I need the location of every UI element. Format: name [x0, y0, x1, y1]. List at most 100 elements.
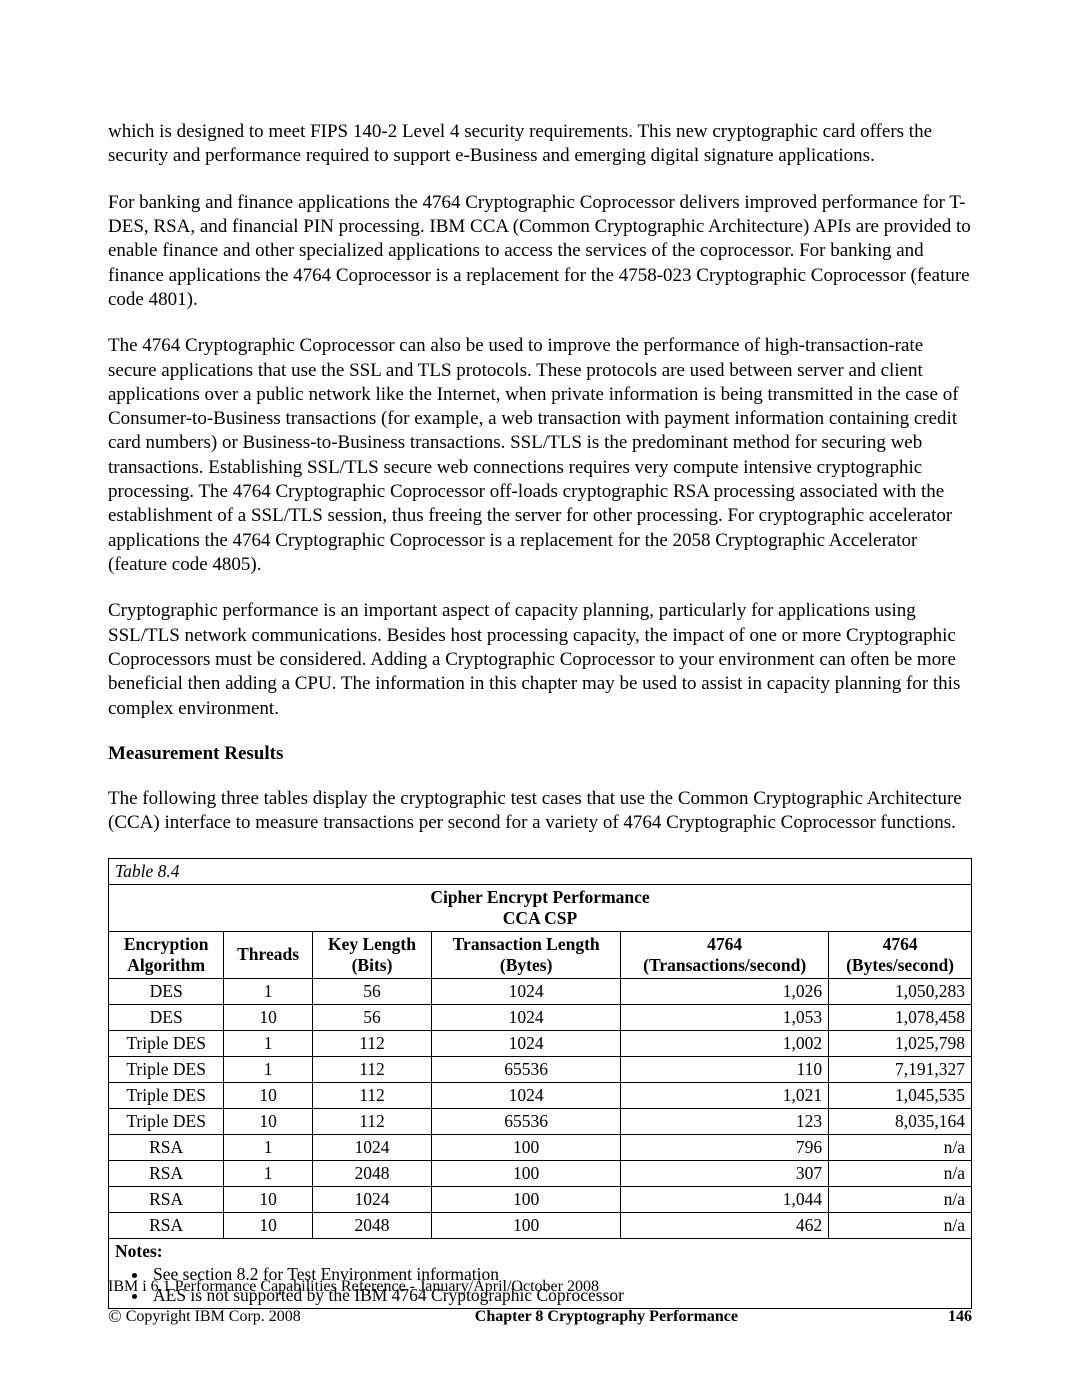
table-caption: Table 8.4 — [109, 858, 972, 884]
paragraph: The 4764 Cryptographic Coprocessor can a… — [108, 334, 972, 577]
notes-label: Notes: — [115, 1241, 163, 1261]
cell-keylen: 1024 — [312, 1134, 431, 1160]
cell-txlen: 65536 — [432, 1108, 621, 1134]
table-row: DES 1 56 1024 1,026 1,050,283 — [109, 978, 972, 1004]
cell-algorithm: Triple DES — [109, 1108, 224, 1134]
col-header-keylength: Key Length (Bits) — [312, 931, 431, 978]
col-header-algorithm: Encryption Algorithm — [109, 931, 224, 978]
cell-txlen: 65536 — [432, 1056, 621, 1082]
copyright-icon: © — [108, 1306, 122, 1326]
col-header-text: (Bytes/second) — [846, 955, 954, 975]
cell-algorithm: DES — [109, 978, 224, 1004]
col-header-text: (Bytes) — [500, 955, 552, 975]
cell-bps: n/a — [829, 1212, 972, 1238]
page-footer: IBM i 6.1 Performance Capabilities Refer… — [108, 1278, 972, 1327]
cell-bps: 1,025,798 — [829, 1030, 972, 1056]
cell-tps: 462 — [621, 1212, 829, 1238]
cell-txlen: 1024 — [432, 1030, 621, 1056]
col-header-tps: 4764 (Transactions/second) — [621, 931, 829, 978]
footer-page-number: 146 — [912, 1308, 972, 1326]
cell-algorithm: RSA — [109, 1160, 224, 1186]
cell-threads: 10 — [224, 1082, 313, 1108]
cell-algorithm: Triple DES — [109, 1030, 224, 1056]
cell-threads: 10 — [224, 1004, 313, 1030]
cell-txlen: 100 — [432, 1134, 621, 1160]
col-header-text: (Bits) — [352, 955, 393, 975]
cell-keylen: 112 — [312, 1108, 431, 1134]
cell-bps: 1,078,458 — [829, 1004, 972, 1030]
paragraph: For banking and finance applications the… — [108, 191, 972, 313]
table-row: RSA 1 2048 100 307 n/a — [109, 1160, 972, 1186]
cell-keylen: 2048 — [312, 1160, 431, 1186]
cell-tps: 1,002 — [621, 1030, 829, 1056]
table-row: RSA 10 2048 100 462 n/a — [109, 1212, 972, 1238]
cell-threads: 10 — [224, 1108, 313, 1134]
col-header-text: 4764 — [707, 934, 742, 954]
cell-bps: 7,191,327 — [829, 1056, 972, 1082]
cell-txlen: 100 — [432, 1186, 621, 1212]
col-header-text: (Transactions/second) — [643, 955, 806, 975]
cell-algorithm: Triple DES — [109, 1056, 224, 1082]
cell-algorithm: RSA — [109, 1134, 224, 1160]
col-header-text: Encryption — [124, 934, 209, 954]
table-title-line2: CCA CSP — [503, 908, 577, 928]
cell-tps: 1,026 — [621, 978, 829, 1004]
cell-txlen: 1024 — [432, 1082, 621, 1108]
cell-keylen: 1024 — [312, 1186, 431, 1212]
cell-tps: 123 — [621, 1108, 829, 1134]
table-row: Triple DES 1 112 1024 1,002 1,025,798 — [109, 1030, 972, 1056]
table-row: Triple DES 10 112 65536 123 8,035,164 — [109, 1108, 972, 1134]
footer-doc-title: IBM i 6.1 Performance Capabilities Refer… — [108, 1278, 972, 1296]
col-header-txlength: Transaction Length (Bytes) — [432, 931, 621, 978]
table-row: RSA 1 1024 100 796 n/a — [109, 1134, 972, 1160]
cell-algorithm: RSA — [109, 1212, 224, 1238]
cell-keylen: 56 — [312, 1004, 431, 1030]
cell-threads: 1 — [224, 978, 313, 1004]
col-header-threads: Threads — [224, 931, 313, 978]
cell-bps: n/a — [829, 1186, 972, 1212]
cell-tps: 110 — [621, 1056, 829, 1082]
cell-bps: 1,045,535 — [829, 1082, 972, 1108]
cell-algorithm: RSA — [109, 1186, 224, 1212]
paragraph: Cryptographic performance is an importan… — [108, 599, 972, 721]
document-page: which is designed to meet FIPS 140-2 Lev… — [0, 0, 1080, 1397]
paragraph: The following three tables display the c… — [108, 787, 972, 836]
cell-txlen: 100 — [432, 1160, 621, 1186]
cell-algorithm: Triple DES — [109, 1082, 224, 1108]
cell-threads: 10 — [224, 1186, 313, 1212]
col-header-text: Key Length — [328, 934, 416, 954]
cell-txlen: 100 — [432, 1212, 621, 1238]
cell-tps: 1,053 — [621, 1004, 829, 1030]
cell-threads: 10 — [224, 1212, 313, 1238]
cell-keylen: 56 — [312, 978, 431, 1004]
cell-threads: 1 — [224, 1134, 313, 1160]
table-row: Triple DES 10 112 1024 1,021 1,045,535 — [109, 1082, 972, 1108]
footer-chapter: Chapter 8 Cryptography Performance — [301, 1308, 912, 1326]
col-header-bps: 4764 (Bytes/second) — [829, 931, 972, 978]
cell-tps: 1,044 — [621, 1186, 829, 1212]
col-header-text: 4764 — [883, 934, 918, 954]
cell-keylen: 112 — [312, 1056, 431, 1082]
cell-bps: n/a — [829, 1134, 972, 1160]
paragraph: which is designed to meet FIPS 140-2 Lev… — [108, 120, 972, 169]
cell-threads: 1 — [224, 1056, 313, 1082]
cell-keylen: 112 — [312, 1082, 431, 1108]
cell-bps: 1,050,283 — [829, 978, 972, 1004]
section-heading-measurement-results: Measurement Results — [108, 743, 972, 765]
table-row: RSA 10 1024 100 1,044 n/a — [109, 1186, 972, 1212]
cell-bps: n/a — [829, 1160, 972, 1186]
table-row: Triple DES 1 112 65536 110 7,191,327 — [109, 1056, 972, 1082]
table-title-line1: Cipher Encrypt Performance — [430, 887, 649, 907]
cell-keylen: 2048 — [312, 1212, 431, 1238]
cell-threads: 1 — [224, 1030, 313, 1056]
col-header-text: Transaction Length — [453, 934, 600, 954]
cell-bps: 8,035,164 — [829, 1108, 972, 1134]
cell-tps: 796 — [621, 1134, 829, 1160]
footer-copyright-text: Copyright IBM Corp. 2008 — [126, 1308, 301, 1325]
cell-txlen: 1024 — [432, 978, 621, 1004]
cell-txlen: 1024 — [432, 1004, 621, 1030]
table-8-4: Table 8.4 Cipher Encrypt Performance CCA… — [108, 858, 972, 1309]
footer-copyright: © Copyright IBM Corp. 2008 — [108, 1306, 301, 1327]
table-row: DES 10 56 1024 1,053 1,078,458 — [109, 1004, 972, 1030]
col-header-text: Algorithm — [127, 955, 205, 975]
